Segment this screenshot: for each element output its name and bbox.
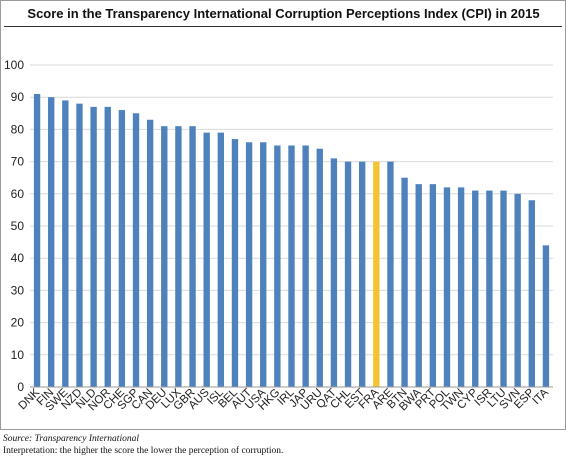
bar-pol <box>443 187 451 387</box>
bar-cyp <box>472 190 479 387</box>
bar-bel <box>231 139 239 387</box>
bar-est <box>358 161 366 387</box>
bar-hkg <box>274 145 281 387</box>
bar-jap <box>302 145 309 387</box>
y-tick-label: 60 <box>11 187 25 201</box>
title-underline <box>4 26 562 27</box>
y-tick-label: 30 <box>11 283 25 297</box>
bar-chl <box>344 161 352 387</box>
bar-irl <box>288 145 295 387</box>
bar-swe <box>62 100 69 388</box>
y-axis-tick-labels: 0 10 20 30 40 50 60 70 80 90 100 <box>4 58 24 394</box>
y-tick-label: 80 <box>11 122 25 136</box>
interpretation-note: Interpretation: the higher the score the… <box>3 446 284 456</box>
bar-fin <box>48 97 55 387</box>
bar-uru <box>316 148 323 387</box>
bar-deu <box>161 126 168 388</box>
bar-gbr <box>189 126 196 388</box>
bar-lux <box>175 126 182 388</box>
bar-ita <box>542 245 550 387</box>
bar-dnk <box>33 93 41 387</box>
bar-btn <box>401 177 408 387</box>
bar-can <box>146 119 154 388</box>
bar-nzd <box>76 103 83 387</box>
bar-esp <box>528 200 535 387</box>
y-tick-label: 40 <box>11 251 25 265</box>
bar-isl <box>217 132 225 387</box>
y-tick-label: 50 <box>11 219 25 233</box>
bar-prt <box>429 184 437 387</box>
x-tick-label: ITA <box>531 386 552 407</box>
bar-nor <box>104 106 111 388</box>
bar-chart: 0 10 20 30 40 50 60 70 80 90 100 DNKFINSWENZDNLDNO… <box>4 58 553 414</box>
bar-fra <box>373 161 380 387</box>
bar-bwa <box>415 184 422 387</box>
chart-title: Score in the Transparency International … <box>27 6 540 21</box>
bar-aut <box>245 142 253 387</box>
bar-che <box>118 110 126 387</box>
bar-are <box>387 161 394 387</box>
y-tick-label: 70 <box>11 155 25 169</box>
bar-svn <box>514 193 521 387</box>
bar-usa <box>260 142 267 387</box>
bar-twn <box>457 187 465 387</box>
bar-aus <box>203 132 210 387</box>
y-tick-label: 100 <box>4 58 24 72</box>
bar-isr <box>486 190 493 387</box>
y-tick-label: 90 <box>11 90 25 104</box>
y-tick-label: 20 <box>11 316 25 330</box>
y-tick-label: 0 <box>17 380 24 394</box>
bar-nld <box>90 106 97 388</box>
bar-ltu <box>500 190 507 387</box>
x-axis-tick-labels: DNKFINSWENZDNLDNORCHESGPCANDEULUXGBRAUSI… <box>17 386 552 413</box>
bar-sgp <box>132 113 140 388</box>
bar-qat <box>330 158 338 387</box>
bars <box>33 93 550 388</box>
source-note: Source: Transparency International <box>3 434 139 444</box>
y-tick-label: 10 <box>11 348 25 362</box>
